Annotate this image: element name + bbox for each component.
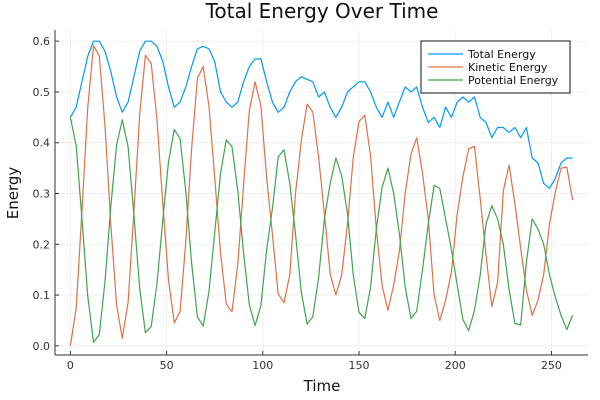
- total-energy-line: [69, 40, 573, 189]
- x-tick-label: 150: [349, 359, 370, 372]
- potential-energy-line: [69, 117, 574, 343]
- y-tick-label: 0.4: [33, 137, 51, 150]
- y-tick-label: 0.0: [33, 340, 51, 353]
- x-tick-label: 200: [445, 359, 466, 372]
- x-tick-label: 0: [67, 359, 74, 372]
- x-tick-label: 250: [541, 359, 562, 372]
- x-ticks: 0 50 100 150 200 250: [67, 351, 562, 372]
- y-tick-label: 0.6: [33, 35, 51, 48]
- legend-label-potential-energy: Potential Energy: [468, 74, 559, 87]
- x-tick-label: 50: [160, 359, 174, 372]
- kinetic-energy-line: [69, 45, 574, 346]
- chart-title: Total Energy Over Time: [205, 0, 439, 23]
- y-tick-label: 0.1: [33, 289, 51, 302]
- y-tick-label: 0.2: [33, 238, 51, 251]
- x-axis-label: Time: [303, 377, 341, 395]
- y-axis-label: Energy: [4, 167, 22, 220]
- x-tick-label: 100: [252, 359, 273, 372]
- y-tick-label: 0.5: [33, 86, 51, 99]
- legend-label-kinetic-energy: Kinetic Energy: [468, 61, 548, 74]
- y-tick-label: 0.3: [33, 188, 51, 201]
- y-ticks: 0.0 0.1 0.2 0.3 0.4 0.5 0.6: [33, 35, 59, 353]
- series-lines: [69, 40, 574, 346]
- legend-label-total-energy: Total Energy: [467, 48, 536, 61]
